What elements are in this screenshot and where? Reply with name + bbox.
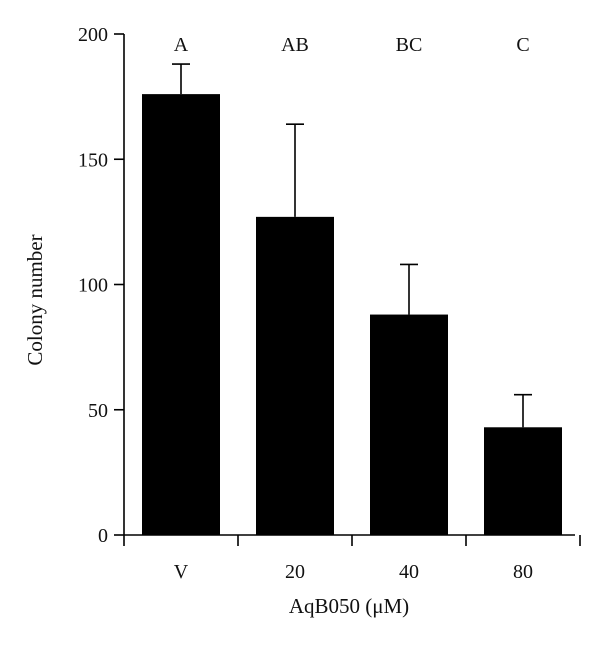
y-ticks-layer: 0 50 100 150 200: [78, 24, 124, 547]
y-tick-label: 0: [98, 525, 108, 547]
x-tick-label: V: [174, 561, 189, 583]
y-tick-label: 100: [78, 275, 108, 297]
y-tick-label: 200: [78, 24, 108, 46]
x-tick-label: 80: [513, 561, 533, 583]
significance-letter: BC: [396, 34, 423, 56]
x-ticks-layer: V 20 40 80: [123, 535, 581, 583]
error-bars-layer: [172, 63, 532, 428]
bar-V: [142, 94, 220, 536]
x-tick-label: 40: [399, 561, 419, 583]
y-tick-label: 150: [78, 149, 108, 171]
bars-layer: [142, 94, 562, 536]
x-tick-label: 20: [285, 561, 305, 583]
significance-letters-layer: A AB BC C: [174, 34, 530, 56]
y-axis-title: Colony number: [23, 234, 47, 365]
x-axis-title: AqB050 (μM): [289, 594, 409, 618]
significance-letter: AB: [281, 34, 309, 56]
significance-letter: C: [516, 34, 529, 56]
bar-20: [256, 216, 334, 536]
significance-letter: A: [174, 34, 189, 56]
y-tick-label: 50: [88, 400, 108, 422]
bar-80: [484, 427, 562, 535]
bar-40: [370, 314, 448, 535]
